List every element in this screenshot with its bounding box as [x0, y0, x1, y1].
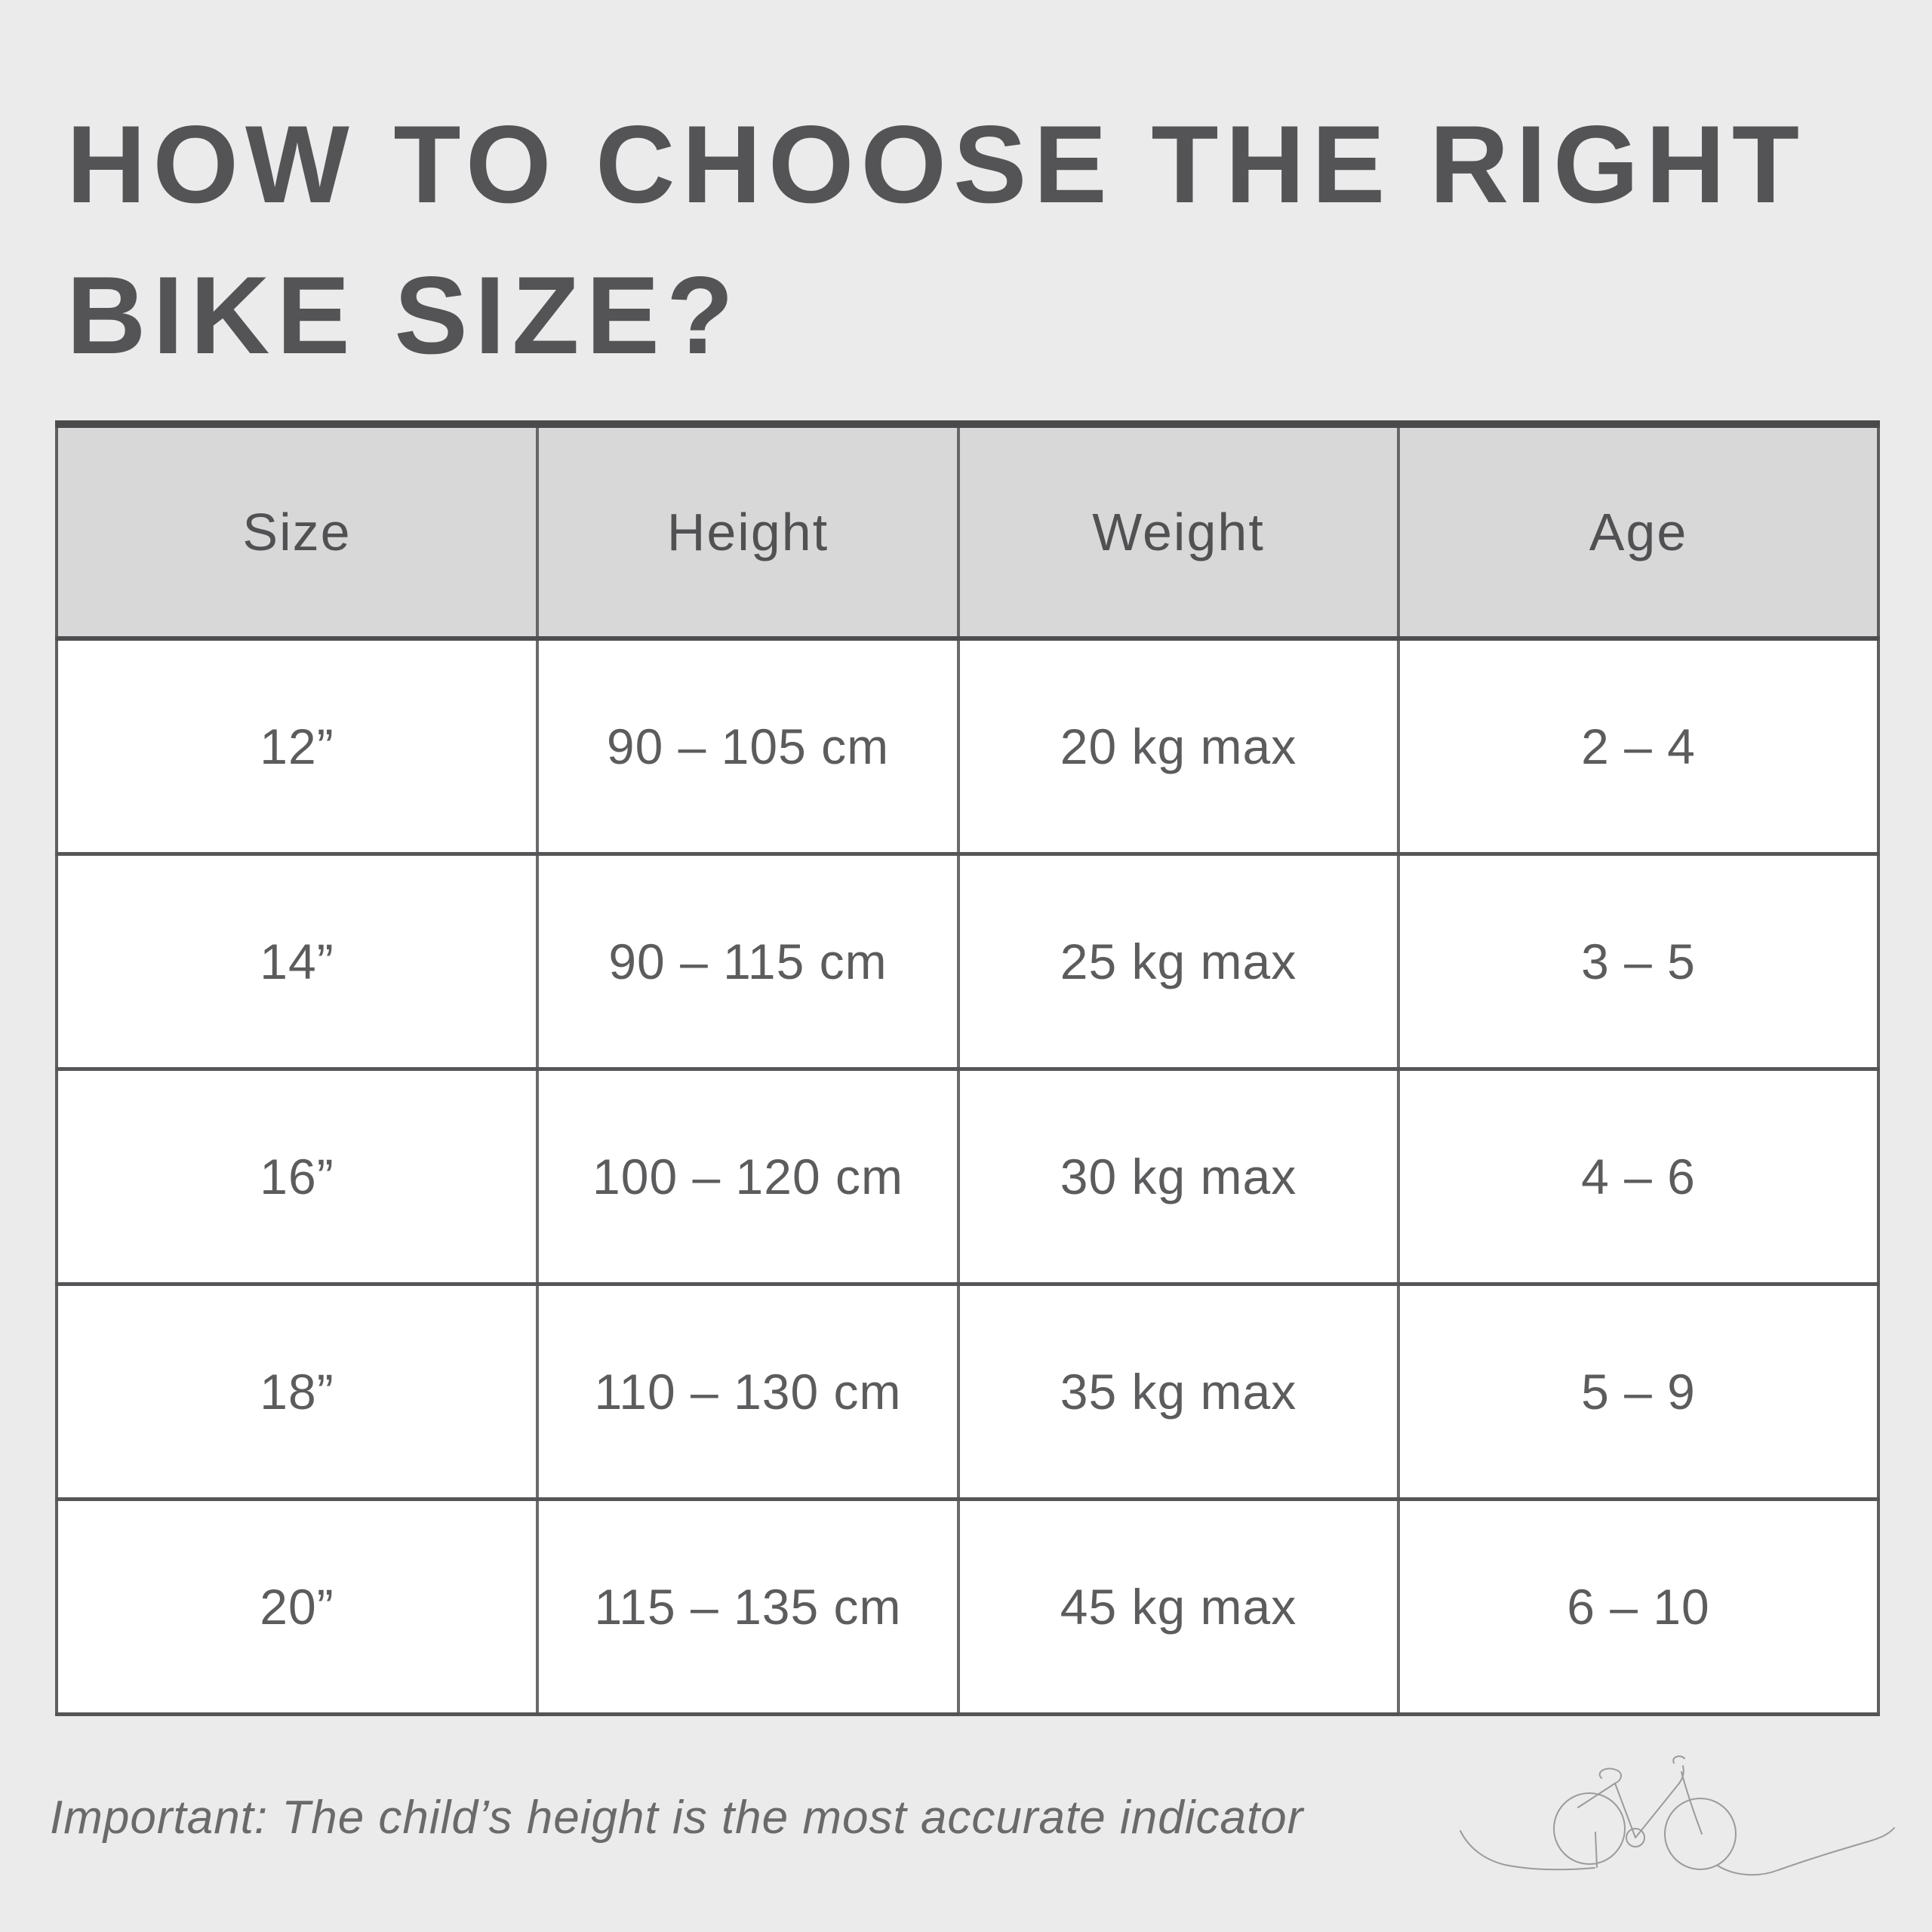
page-title-line-1: HOW TO CHOOSE THE RIGHT	[66, 103, 1807, 226]
table-row: 16” 100 – 120 cm 30 kg max 4 – 6	[57, 1069, 1878, 1286]
table-row: 18” 110 – 130 cm 35 kg max 5 – 9	[57, 1284, 1878, 1501]
column-header-size: Size	[57, 424, 539, 641]
size-cell: 16”	[57, 1069, 539, 1286]
weight-cell: 30 kg max	[958, 1069, 1400, 1286]
table-row: 12” 90 – 105 cm 20 kg max 2 – 4	[57, 638, 1878, 856]
size-cell: 20”	[57, 1499, 539, 1714]
table-row: 14” 90 – 115 cm 25 kg max 3 – 5	[57, 854, 1878, 1071]
height-cell: 115 – 135 cm	[537, 1499, 960, 1714]
table-row: 20” 115 – 135 cm 45 kg max 6 – 10	[57, 1499, 1878, 1714]
height-cell: 100 – 120 cm	[537, 1069, 960, 1286]
column-header-height: Height	[537, 424, 960, 641]
height-cell: 90 – 115 cm	[537, 854, 960, 1071]
weight-cell: 20 kg max	[958, 638, 1400, 856]
size-cell: 14”	[57, 854, 539, 1071]
age-cell: 6 – 10	[1398, 1499, 1878, 1714]
bike-size-table: Size Height Weight Age 12” 90 – 105 cm 2…	[55, 420, 1880, 1716]
weight-cell: 45 kg max	[958, 1499, 1400, 1714]
footer-note: Important: The child’s height is the mos…	[50, 1792, 1304, 1844]
bike-line-icon	[1460, 1755, 1895, 1876]
size-cell: 12”	[57, 638, 539, 856]
column-header-age: Age	[1398, 424, 1878, 641]
weight-cell: 35 kg max	[958, 1284, 1400, 1501]
weight-cell: 25 kg max	[958, 854, 1400, 1071]
age-cell: 4 – 6	[1398, 1069, 1878, 1286]
age-cell: 5 – 9	[1398, 1284, 1878, 1501]
table-header-row: Size Height Weight Age	[57, 424, 1878, 641]
height-cell: 110 – 130 cm	[537, 1284, 960, 1501]
age-cell: 2 – 4	[1398, 638, 1878, 856]
page-title-line-2: BIKE SIZE?	[66, 254, 741, 377]
size-cell: 18”	[57, 1284, 539, 1501]
page-title: HOW TO CHOOSE THE RIGHT BIKE SIZE?	[66, 89, 1806, 391]
column-header-weight: Weight	[958, 424, 1400, 641]
age-cell: 3 – 5	[1398, 854, 1878, 1071]
height-cell: 90 – 105 cm	[537, 638, 960, 856]
